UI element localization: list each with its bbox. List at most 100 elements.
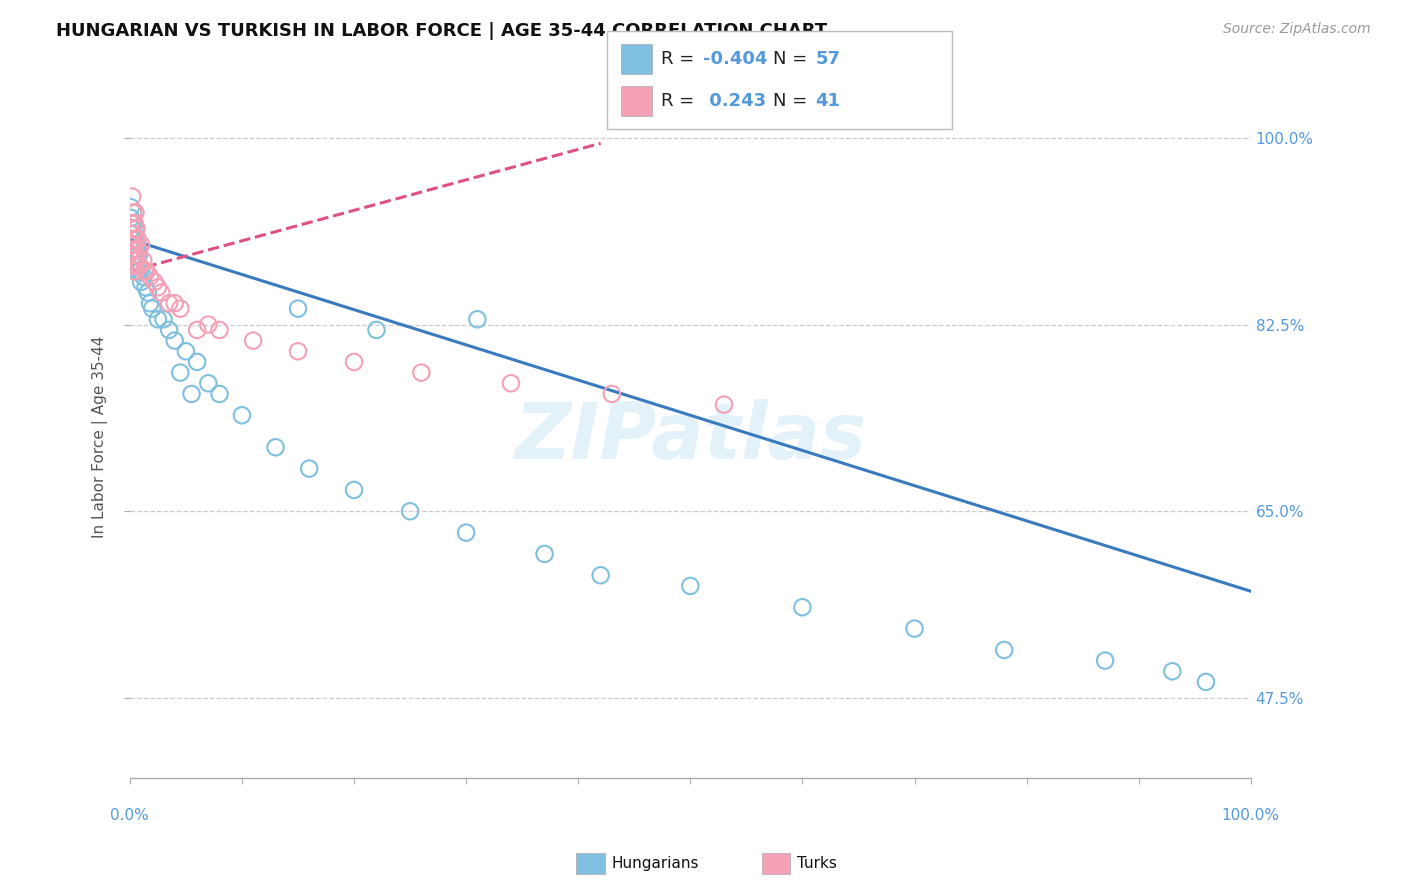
- Point: [679, 579, 702, 593]
- Text: -0.404: -0.404: [703, 50, 768, 68]
- Text: 41: 41: [815, 92, 841, 110]
- Point: [120, 227, 142, 241]
- Point: [124, 259, 146, 273]
- Point: [136, 285, 159, 300]
- Point: [157, 296, 180, 310]
- Point: [122, 248, 145, 262]
- Text: 0.243: 0.243: [703, 92, 766, 110]
- Point: [121, 227, 143, 241]
- Point: [186, 355, 208, 369]
- Point: [121, 237, 143, 252]
- Point: [174, 344, 197, 359]
- Point: [139, 269, 162, 284]
- Point: [120, 211, 142, 225]
- Point: [399, 504, 422, 518]
- Point: [121, 189, 143, 203]
- Text: ZIPatlas: ZIPatlas: [515, 399, 866, 475]
- Point: [411, 366, 433, 380]
- Point: [121, 243, 143, 257]
- Point: [120, 237, 142, 252]
- Point: [120, 216, 142, 230]
- Point: [146, 280, 169, 294]
- Point: [122, 259, 145, 273]
- Point: [1161, 665, 1184, 679]
- Point: [124, 243, 146, 257]
- Text: R =: R =: [661, 50, 700, 68]
- Point: [129, 259, 152, 273]
- Point: [264, 440, 287, 454]
- Text: HUNGARIAN VS TURKISH IN LABOR FORCE | AGE 35-44 CORRELATION CHART: HUNGARIAN VS TURKISH IN LABOR FORCE | AG…: [56, 22, 827, 40]
- Point: [121, 216, 143, 230]
- Point: [124, 253, 146, 268]
- Point: [152, 312, 174, 326]
- Point: [127, 232, 149, 246]
- Point: [129, 237, 152, 252]
- Point: [163, 334, 186, 348]
- Text: 100.0%: 100.0%: [1222, 808, 1279, 823]
- Point: [121, 232, 143, 246]
- Point: [287, 301, 309, 316]
- Point: [127, 264, 149, 278]
- Point: [124, 216, 146, 230]
- Point: [208, 323, 231, 337]
- Point: [124, 221, 146, 235]
- Text: N =: N =: [773, 92, 813, 110]
- Point: [122, 227, 145, 241]
- Text: Turks: Turks: [797, 856, 837, 871]
- Point: [125, 253, 148, 268]
- Point: [197, 376, 219, 391]
- Point: [124, 237, 146, 252]
- Point: [903, 622, 925, 636]
- Point: [150, 285, 173, 300]
- Point: [713, 398, 735, 412]
- Point: [298, 461, 321, 475]
- Point: [122, 205, 145, 219]
- Point: [125, 237, 148, 252]
- Point: [128, 248, 150, 262]
- Point: [366, 323, 388, 337]
- Point: [122, 237, 145, 252]
- Point: [231, 409, 253, 423]
- Point: [533, 547, 555, 561]
- Point: [157, 323, 180, 337]
- Point: [287, 344, 309, 359]
- Point: [343, 483, 366, 497]
- Point: [121, 221, 143, 235]
- Point: [125, 248, 148, 262]
- Point: [169, 301, 191, 316]
- Point: [139, 296, 162, 310]
- Point: [124, 253, 146, 268]
- Point: [499, 376, 522, 391]
- Point: [128, 243, 150, 257]
- Point: [135, 280, 157, 294]
- Text: 0.0%: 0.0%: [111, 808, 149, 823]
- Point: [120, 200, 142, 214]
- Point: [208, 387, 231, 401]
- Point: [467, 312, 489, 326]
- Text: 57: 57: [815, 50, 841, 68]
- Point: [180, 387, 202, 401]
- Point: [132, 253, 155, 268]
- Point: [163, 296, 186, 310]
- Point: [589, 568, 612, 582]
- Point: [124, 264, 146, 278]
- Point: [132, 269, 155, 284]
- Y-axis label: In Labor Force | Age 35-44: In Labor Force | Age 35-44: [93, 335, 108, 538]
- Point: [124, 216, 146, 230]
- Point: [127, 259, 149, 273]
- Point: [122, 205, 145, 219]
- Point: [169, 366, 191, 380]
- Point: [127, 243, 149, 257]
- Text: Hungarians: Hungarians: [612, 856, 699, 871]
- Point: [197, 318, 219, 332]
- Point: [343, 355, 366, 369]
- Point: [1094, 654, 1116, 668]
- Point: [792, 600, 814, 615]
- Text: N =: N =: [773, 50, 813, 68]
- Point: [129, 275, 152, 289]
- Point: [993, 643, 1015, 657]
- Point: [124, 232, 146, 246]
- Point: [1195, 674, 1218, 689]
- Text: Source: ZipAtlas.com: Source: ZipAtlas.com: [1223, 22, 1371, 37]
- Point: [124, 237, 146, 252]
